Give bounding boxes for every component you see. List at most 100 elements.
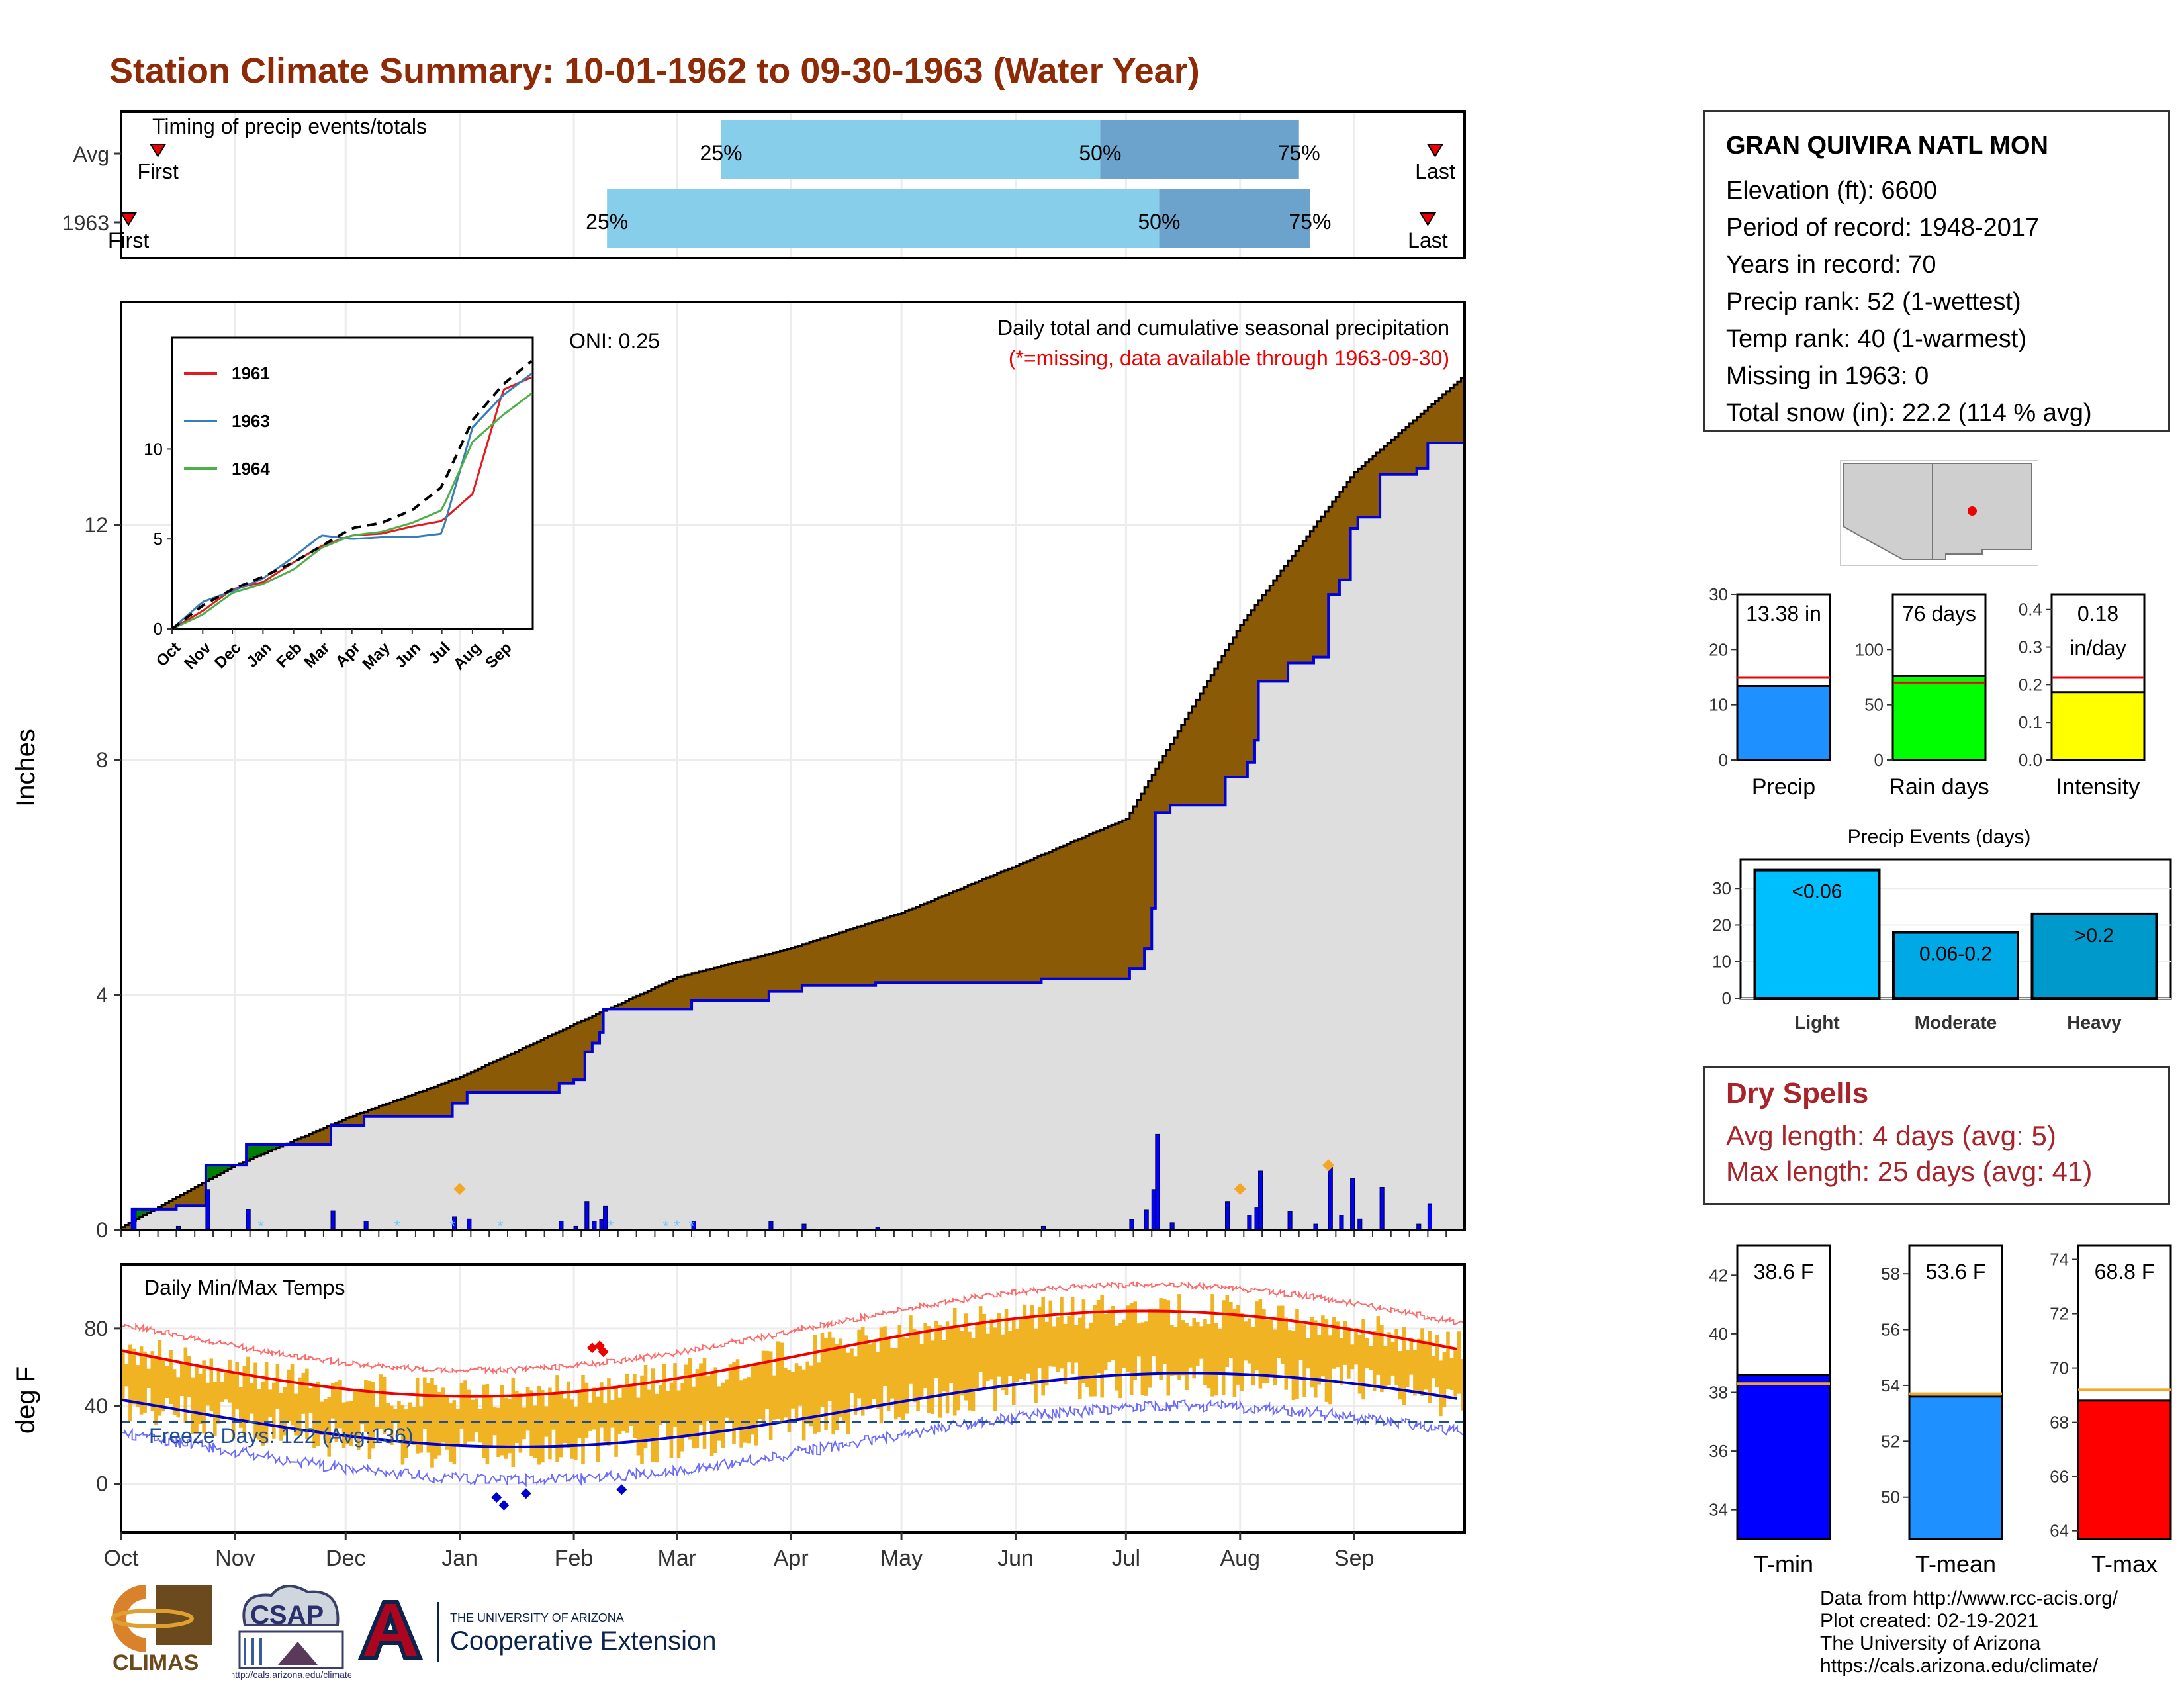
temp-label: Daily Min/Max Temps [144, 1276, 345, 1299]
precip-ytick-label: 12 [84, 513, 108, 537]
daily-precip-bar [584, 1201, 590, 1231]
timing-row-label: Avg [73, 142, 109, 166]
temp-summary-ytick-label: 66 [2050, 1467, 2069, 1487]
station-period: Period of record: 1948-2017 [1726, 214, 2040, 242]
summary-ytick-label: 20 [1709, 639, 1728, 659]
precip-events-ytick-label: 30 [1712, 878, 1731, 898]
timing-p50-label: 50% [1079, 141, 1121, 165]
timing-panel: 25% 50% 75% First Last 25% 50% 75% First Last Tim… [62, 110, 1466, 259]
summary-ytick-label: 0.2 [2019, 675, 2042, 694]
first-event-label: First [108, 228, 149, 252]
first-event-marker [120, 212, 137, 226]
series-1963-line [121, 441, 1465, 1231]
temp-summary-name: T-mean [1915, 1550, 1996, 1577]
summary-bar-value-label: in/day [2070, 636, 2126, 660]
daily-precip-bar [1427, 1203, 1433, 1231]
first-event-label: First [138, 160, 179, 183]
record-low-marker [498, 1499, 510, 1511]
summary-ytick-label: 0.1 [2019, 712, 2042, 732]
daily-precip-bar [1328, 1166, 1333, 1231]
precip-annotation-missing: (*=missing, data available through 1963-… [1009, 346, 1449, 370]
summary-bar-2 [2050, 691, 2146, 761]
daily-precip-bar [467, 1218, 472, 1231]
summary-ytick-label: 0.4 [2019, 600, 2042, 620]
summary-bar-value-label: 13.38 in [1746, 602, 1821, 626]
temp-summary-bar-1 [1908, 1395, 2003, 1540]
month-tick-label: Apr [774, 1546, 809, 1571]
precip-annotation-title: Daily total and cumulative seasonal prec… [997, 316, 1449, 340]
month-tick-label: Aug [1220, 1546, 1260, 1571]
locator-map [1840, 460, 2038, 566]
record-low-marker [616, 1484, 627, 1495]
precip-ytick-label: 0 [96, 1218, 108, 1242]
record-precip-marker [453, 1182, 466, 1195]
daily-temp-range-bars [121, 1294, 1465, 1468]
precip-event-bar-label: 0.06-0.2 [1919, 943, 1992, 965]
station-info-box: GRAN QUIVIRA NATL MON Elevation (ft): 66… [1703, 110, 2170, 432]
snow-day-marker: * [688, 1217, 694, 1235]
temp-ylabel: deg F [11, 1366, 40, 1434]
inset-ytick-label: 5 [154, 529, 163, 549]
timing-bar-25-50 [607, 189, 1160, 248]
daily-precip-bar [1224, 1201, 1230, 1231]
precip-event-bar-moderate [1892, 931, 2019, 1000]
daily-precip-bar [1287, 1211, 1293, 1231]
inset-xtick-label: May [359, 639, 394, 674]
temp-summary-ytick-label: 70 [2050, 1358, 2069, 1378]
month-tick-label: Feb [555, 1546, 594, 1571]
month-tick-label: Jun [997, 1546, 1034, 1571]
temp-summary-ytick-label: 74 [2050, 1250, 2069, 1270]
precip-event-bar-label: <0.06 [1792, 881, 1843, 903]
station-name: GRAN QUIVIRA NATL MON [1726, 132, 2048, 160]
station-elevation: Elevation (ft): 6600 [1726, 177, 1937, 205]
daily-precip-bar [1258, 1170, 1263, 1231]
climas-wordmark: CLIMAS [113, 1650, 199, 1675]
month-tick-label: Dec [326, 1546, 365, 1571]
precip-events-chart: Precip Events (days) 0 10 20 30 <0.06 Light 0.0… [1712, 826, 2172, 1033]
footer-line-data: Data from http://www.rcc-acis.org/ [1820, 1587, 2118, 1609]
snow-day-marker: * [449, 1217, 455, 1235]
snow-day-marker: * [674, 1217, 680, 1235]
inset-xtick-label: Dec [211, 639, 244, 672]
inset-frame [171, 336, 534, 630]
station-location-marker [1968, 506, 1977, 516]
first-event-marker [149, 144, 167, 158]
inset-xtick-label: Nov [181, 639, 215, 673]
precip-events-ytick-label: 0 [1722, 988, 1731, 1008]
daily-precip-bar [330, 1210, 336, 1231]
temp-panel: 0 40 80 Oct Nov Dec Jan Feb Mar Apr May Jun Jul Aug S… [11, 1263, 1466, 1571]
oni-label: ONI: 0.25 [569, 329, 660, 353]
timing-frame [120, 110, 1466, 259]
inset-xtick-label: Oct [153, 639, 184, 670]
last-event-label: Last [1408, 228, 1448, 252]
inset-legend-label: 1964 [232, 459, 270, 479]
summary-bar-value-label: 76 days [1902, 602, 1976, 626]
footer-credits: Data from http://www.rcc-acis.org/ Plot … [1820, 1587, 2118, 1677]
timing-p75-label: 75% [1278, 141, 1320, 165]
inset-series-1963 [171, 373, 533, 630]
precip-ytick-label: 8 [96, 748, 108, 772]
inset-xtick-label: Apr [332, 639, 364, 671]
inset-ytick-label: 10 [144, 439, 163, 459]
daily-precip-bar [363, 1221, 369, 1231]
month-tick-label: Jan [441, 1546, 478, 1571]
precip-ytick-label: 4 [96, 983, 108, 1007]
temp-summary-value-label: 68.8 F [2095, 1260, 2155, 1284]
daily-precip-bar [1129, 1219, 1134, 1231]
daily-precip-bar [1350, 1178, 1355, 1231]
precip-events-ytick-label: 10 [1712, 952, 1731, 972]
daily-precip-bar [246, 1209, 251, 1231]
summary-ytick-label: 100 [1855, 639, 1884, 659]
inset-legend-label: 1963 [232, 411, 270, 431]
record-precip-marker [1322, 1159, 1335, 1172]
summary-ytick-label: 0 [1719, 750, 1728, 770]
summary-ytick-label: 10 [1709, 695, 1728, 715]
daily-precip-bar [603, 1205, 608, 1231]
freeze-days-label: Freeze Days: 122 (Avg:136) [149, 1424, 414, 1448]
temp-summary-ytick-label: 36 [1709, 1441, 1728, 1461]
snow-day-marker: * [394, 1217, 400, 1235]
station-snow: Total snow (in): 22.2 (114 % avg) [1726, 399, 2092, 427]
precip-event-category: Heavy [2067, 1012, 2122, 1033]
precip-event-category: Moderate [1915, 1012, 1997, 1033]
month-tick-label: Oct [104, 1546, 139, 1571]
